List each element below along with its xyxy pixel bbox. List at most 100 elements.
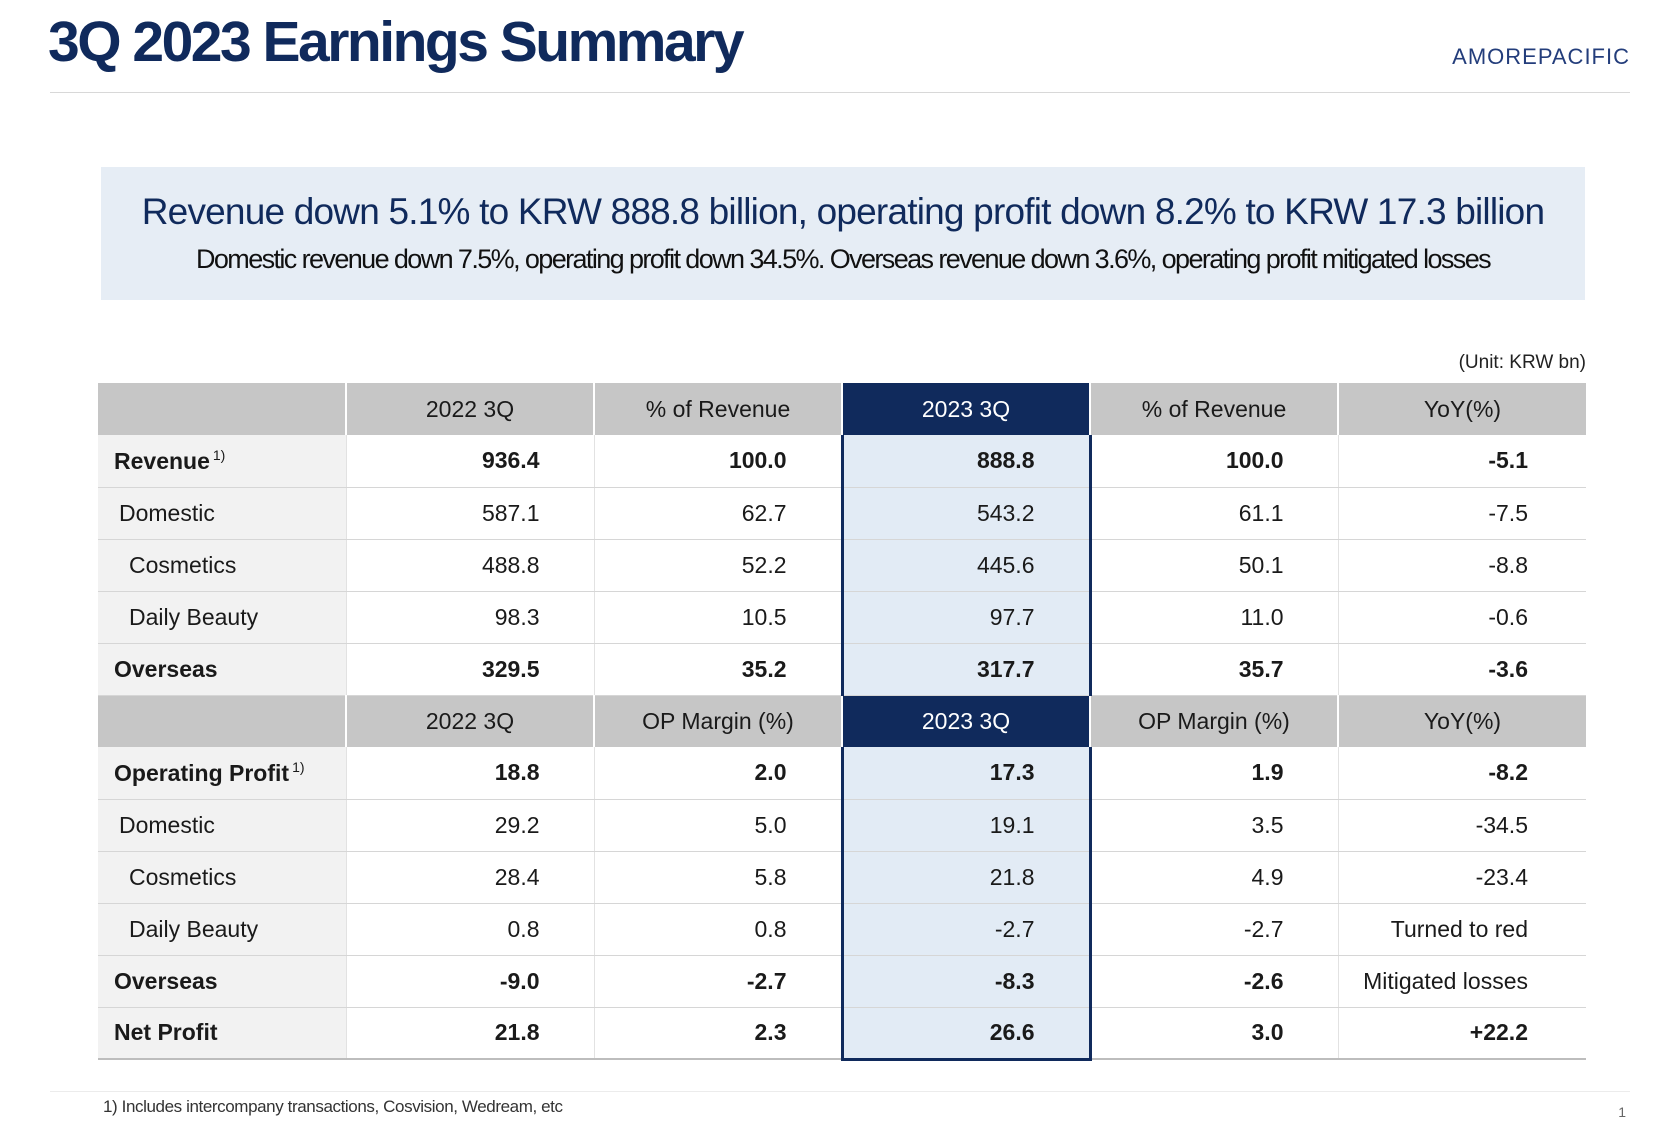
table-cell: 50.1: [1090, 539, 1339, 592]
table-cell: 100.0: [1090, 435, 1339, 488]
row-label: Net Profit: [98, 1007, 347, 1060]
table-cell: 98.3: [346, 591, 595, 644]
table-cell: 329.5: [346, 643, 595, 696]
table-cell: 29.2: [346, 799, 595, 852]
row-label-text: Operating Profit: [114, 759, 290, 786]
header-cell: 2022 3Q: [346, 383, 595, 435]
row-label: Overseas: [98, 643, 347, 696]
header-cell: OP Margin (%): [594, 695, 843, 747]
table-row-revenue: Revenue 1) 936.4 100.0 888.8 100.0 -5.1: [98, 435, 1586, 488]
header-cell: 2022 3Q: [346, 695, 595, 747]
table-row-domestic: Domestic 587.1 62.7 543.2 61.1 -7.5: [98, 487, 1586, 540]
header-cell: % of Revenue: [594, 383, 843, 435]
header-cell: % of Revenue: [1090, 383, 1339, 435]
table-row-op-overseas: Overseas -9.0 -2.7 -8.3 -2.6 Mitigated l…: [98, 955, 1586, 1008]
table-cell: 100.0: [594, 435, 843, 488]
table-cell: 2.0: [594, 747, 843, 800]
table-row-operating-profit: Operating Profit 1) 18.8 2.0 17.3 1.9 -8.…: [98, 747, 1586, 800]
table-cell: -2.7: [594, 955, 843, 1008]
footnote-marker: 1): [292, 758, 305, 775]
table-cell: 52.2: [594, 539, 843, 592]
table-cell-highlight: 317.7: [840, 643, 1092, 696]
table-cell: 35.7: [1090, 643, 1339, 696]
page-number: 1: [1618, 1104, 1626, 1120]
row-label: Operating Profit 1): [98, 747, 347, 800]
earnings-table: 2022 3Q % of Revenue 2023 3Q % of Revenu…: [98, 383, 1586, 1061]
summary-headline: Revenue down 5.1% to KRW 888.8 billion, …: [141, 191, 1545, 232]
table-cell-highlight: 445.6: [840, 539, 1092, 592]
table-cell-yoy: -7.5: [1338, 487, 1586, 540]
table-cell: -2.6: [1090, 955, 1339, 1008]
row-label: Cosmetics: [98, 539, 347, 592]
footer-divider: [50, 1091, 1630, 1092]
table-cell: 35.2: [594, 643, 843, 696]
table-cell-highlight: 888.8: [840, 435, 1092, 488]
brand-logo: AMOREPACIFIC: [1452, 44, 1630, 69]
table-cell-highlight: 19.1: [840, 799, 1092, 852]
table-cell-highlight: 543.2: [840, 487, 1092, 540]
table-cell-highlight: -8.3: [840, 955, 1092, 1008]
header-cell: [98, 695, 347, 747]
table-cell-yoy: -3.6: [1338, 643, 1586, 696]
table-row-cosmetics: Cosmetics 488.8 52.2 445.6 50.1 -8.8: [98, 539, 1586, 592]
table-cell: 62.7: [594, 487, 843, 540]
summary-box: Revenue down 5.1% to KRW 888.8 billion, …: [101, 167, 1585, 300]
header-cell: YoY(%): [1338, 695, 1586, 747]
row-label: Overseas: [98, 955, 347, 1008]
table-cell: 5.0: [594, 799, 843, 852]
table-cell-yoy: -8.8: [1338, 539, 1586, 592]
table-row-overseas: Overseas 329.5 35.2 317.7 35.7 -3.6: [98, 643, 1586, 696]
table-cell: 5.8: [594, 851, 843, 904]
unit-label: (Unit: KRW bn): [1458, 352, 1586, 373]
table-cell: 587.1: [346, 487, 595, 540]
table-cell-yoy: -34.5: [1338, 799, 1586, 852]
table-cell-highlight: 97.7: [840, 591, 1092, 644]
table-cell-yoy: -8.2: [1338, 747, 1586, 800]
table-cell: 0.8: [594, 903, 843, 956]
table-cell-highlight: 21.8: [840, 851, 1092, 904]
table-cell: -2.7: [1090, 903, 1339, 956]
table-cell: 4.9: [1090, 851, 1339, 904]
table-cell-yoy: -5.1: [1338, 435, 1586, 488]
table-cell: 936.4: [346, 435, 595, 488]
header-cell: YoY(%): [1338, 383, 1586, 435]
table-row-net-profit: Net Profit 21.8 2.3 26.6 3.0 +22.2: [98, 1007, 1586, 1061]
header-cell-highlight: 2023 3Q: [842, 383, 1091, 435]
table-row-op-daily-beauty: Daily Beauty 0.8 0.8 -2.7 -2.7 Turned to…: [98, 903, 1586, 956]
table-cell: 10.5: [594, 591, 843, 644]
table-cell-highlight: -2.7: [840, 903, 1092, 956]
profit-header-row: 2022 3Q OP Margin (%) 2023 3Q OP Margin …: [98, 695, 1586, 747]
table-cell: 11.0: [1090, 591, 1339, 644]
footnote-marker: 1): [212, 446, 226, 463]
footnote-text: 1) Includes intercompany transactions, C…: [103, 1097, 563, 1116]
table-cell: 61.1: [1090, 487, 1339, 540]
table-cell-yoy: +22.2: [1338, 1007, 1586, 1060]
table-cell-highlight: 17.3: [840, 747, 1092, 800]
table-cell-yoy: -0.6: [1338, 591, 1586, 644]
row-label: Domestic: [98, 799, 347, 852]
page-title: 3Q 2023 Earnings Summary: [48, 10, 745, 74]
title-divider: [50, 92, 1630, 93]
table-row-op-domestic: Domestic 29.2 5.0 19.1 3.5 -34.5: [98, 799, 1586, 852]
table-cell: 2.3: [594, 1007, 843, 1060]
header-cell: [98, 383, 347, 435]
row-label: Daily Beauty: [98, 591, 347, 644]
summary-subline: Domestic revenue down 7.5%, operating pr…: [195, 244, 1492, 274]
row-label-text: Revenue: [114, 447, 210, 474]
row-label: Daily Beauty: [98, 903, 347, 956]
table-cell: 1.9: [1090, 747, 1339, 800]
table-cell-yoy: -23.4: [1338, 851, 1586, 904]
table-cell: 21.8: [346, 1007, 595, 1060]
revenue-header-row: 2022 3Q % of Revenue 2023 3Q % of Revenu…: [98, 383, 1586, 435]
table-cell: 18.8: [346, 747, 595, 800]
table-cell: 28.4: [346, 851, 595, 904]
table-cell: 0.8: [346, 903, 595, 956]
table-cell: 3.0: [1090, 1007, 1339, 1060]
table-row-op-cosmetics: Cosmetics 28.4 5.8 21.8 4.9 -23.4: [98, 851, 1586, 904]
table-cell: 488.8: [346, 539, 595, 592]
table-cell-yoy: Turned to red: [1338, 903, 1586, 956]
header-cell: OP Margin (%): [1090, 695, 1339, 747]
header-cell-highlight: 2023 3Q: [842, 695, 1091, 747]
table-cell: 3.5: [1090, 799, 1339, 852]
row-label: Revenue 1): [98, 435, 347, 488]
